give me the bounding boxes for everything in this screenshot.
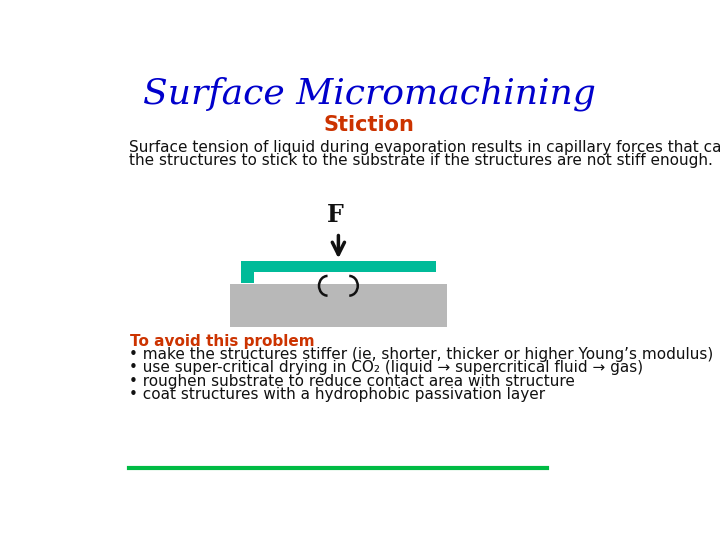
Text: • roughen substrate to reduce contact area with structure: • roughen substrate to reduce contact ar… — [129, 374, 575, 389]
Text: Surface tension of liquid during evaporation results in capillary forces that ca: Surface tension of liquid during evapora… — [129, 140, 720, 156]
Bar — [241, 261, 436, 272]
Text: • coat structures with a hydrophobic passivation layer: • coat structures with a hydrophobic pas… — [129, 387, 545, 402]
Text: • make the structures stiffer (ie, shorter, thicker or higher Young’s modulus): • make the structures stiffer (ie, short… — [129, 347, 713, 362]
Text: the structures to stick to the substrate if the structures are not stiff enough.: the structures to stick to the substrate… — [129, 153, 713, 167]
Bar — [241, 261, 253, 283]
Text: Surface Micromachining: Surface Micromachining — [143, 77, 595, 111]
Text: To avoid this problem: To avoid this problem — [130, 334, 315, 349]
Text: Stiction: Stiction — [323, 115, 415, 135]
Bar — [253, 272, 423, 284]
Text: • use super-critical drying in CO₂ (liquid → supercritical fluid → gas): • use super-critical drying in CO₂ (liqu… — [129, 361, 643, 375]
Bar — [230, 284, 447, 327]
Text: F: F — [327, 202, 343, 226]
